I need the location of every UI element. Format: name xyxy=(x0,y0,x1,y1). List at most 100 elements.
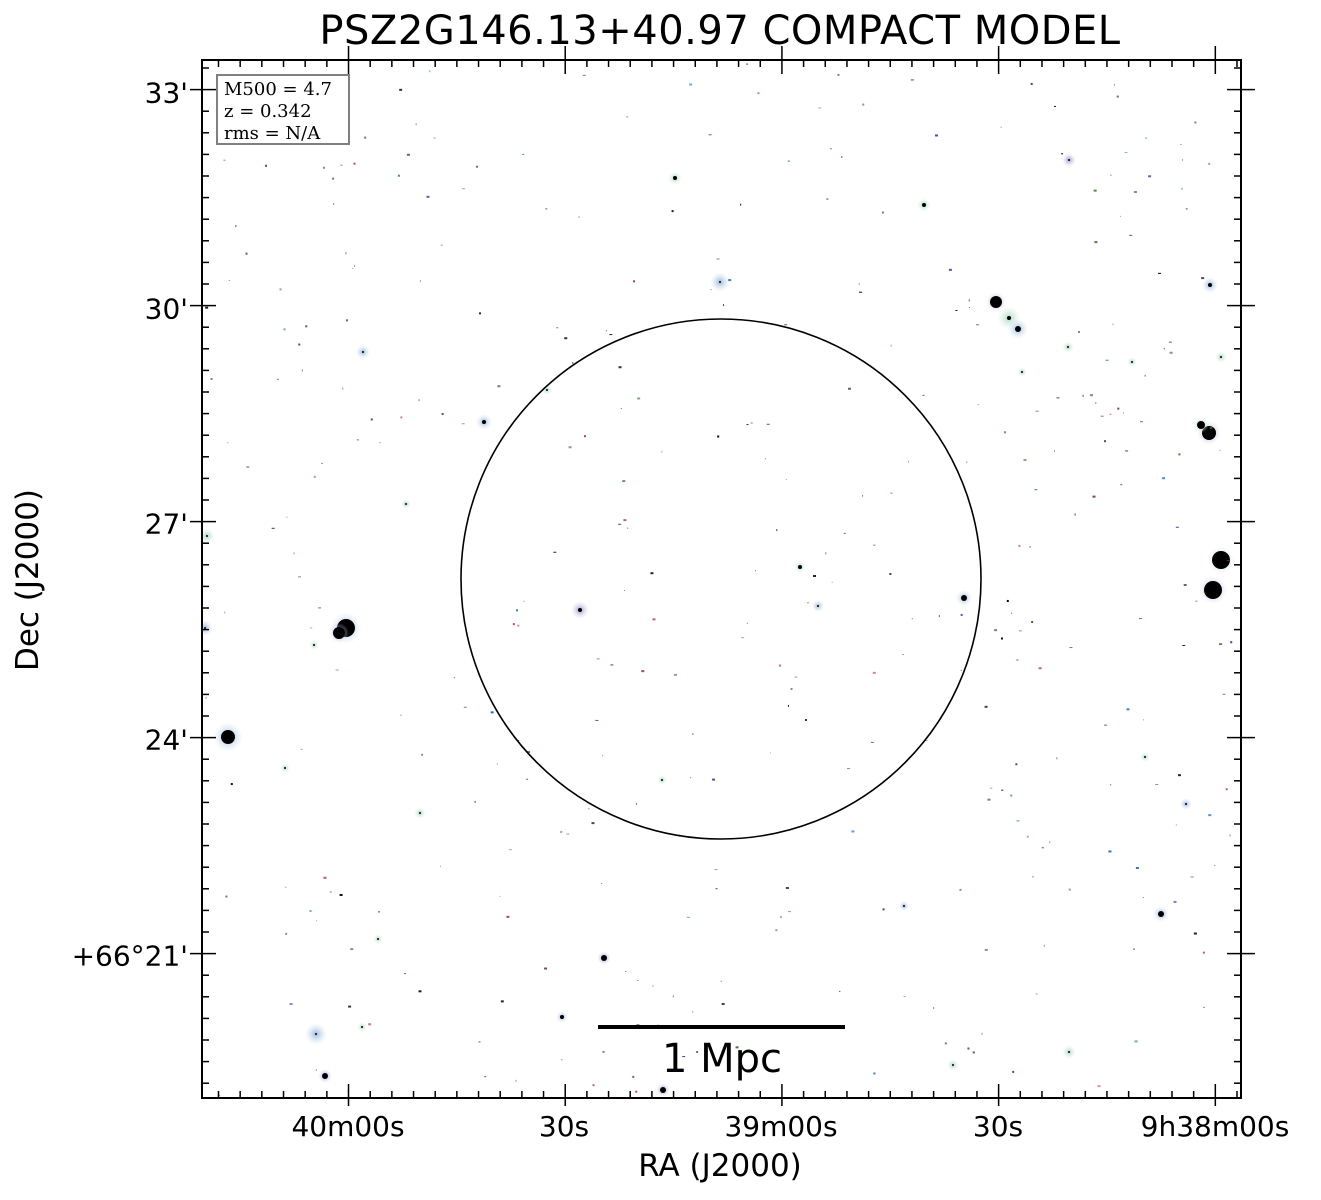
noise-speck xyxy=(1122,412,1124,414)
noise-speck xyxy=(1016,659,1019,662)
noise-speck xyxy=(1195,600,1198,602)
noise-speck xyxy=(740,203,742,206)
noise-speck xyxy=(908,460,910,463)
noise-speck xyxy=(934,134,938,137)
source-core xyxy=(313,644,315,646)
noise-speck xyxy=(959,888,962,891)
noise-speck xyxy=(1201,277,1205,280)
noise-speck xyxy=(345,252,347,255)
noise-speck xyxy=(754,570,756,572)
noise-speck xyxy=(453,677,455,679)
source-core xyxy=(333,627,345,639)
source-core xyxy=(1197,421,1205,429)
noise-speck xyxy=(1225,788,1228,791)
noise-speck xyxy=(787,704,789,707)
noise-speck xyxy=(1034,489,1038,491)
noise-speck xyxy=(984,949,988,951)
noise-speck xyxy=(843,532,846,534)
noise-speck xyxy=(1026,835,1029,838)
noise-speck xyxy=(354,264,356,267)
noise-speck xyxy=(298,343,301,346)
noise-speck xyxy=(400,714,402,716)
noise-speck xyxy=(583,435,586,438)
noise-speck xyxy=(955,309,958,311)
source-core xyxy=(660,1087,666,1093)
noise-speck xyxy=(205,696,207,699)
noise-speck xyxy=(788,911,792,913)
noise-speck xyxy=(478,1041,481,1043)
noise-speck xyxy=(938,615,940,618)
noise-speck xyxy=(348,1005,352,1008)
noise-speck xyxy=(968,307,970,309)
noise-speck xyxy=(1162,477,1166,480)
noise-speck xyxy=(561,1059,563,1061)
noise-speck xyxy=(1031,621,1034,624)
noise-speck xyxy=(1000,637,1003,640)
noise-speck xyxy=(1129,234,1133,236)
noise-speck xyxy=(1110,174,1112,176)
source-core xyxy=(377,938,379,940)
noise-speck xyxy=(741,637,745,639)
noise-speck xyxy=(851,830,855,833)
y-tick-label: 33' xyxy=(144,76,188,110)
noise-speck xyxy=(544,967,548,970)
noise-layer xyxy=(205,63,1233,1096)
noise-speck xyxy=(705,1050,708,1052)
noise-speck xyxy=(1056,397,1060,399)
y-tick-label: 30' xyxy=(144,292,188,326)
noise-speck xyxy=(564,337,568,340)
noise-speck xyxy=(1202,1006,1205,1008)
source-core xyxy=(1021,371,1023,373)
noise-speck xyxy=(1219,643,1223,645)
noise-speck xyxy=(625,970,627,972)
noise-speck xyxy=(609,334,613,336)
noise-speck xyxy=(785,887,789,890)
noise-speck xyxy=(246,466,250,468)
source-core xyxy=(1068,1051,1070,1053)
noise-speck xyxy=(627,527,629,529)
noise-speck xyxy=(205,306,209,309)
noise-speck xyxy=(353,162,356,165)
noise-speck xyxy=(497,385,501,388)
noise-speck xyxy=(1100,415,1104,417)
noise-speck xyxy=(1139,421,1143,423)
noise-speck xyxy=(1155,784,1159,786)
noise-speck xyxy=(624,590,626,592)
noise-speck xyxy=(526,778,529,780)
info-box: M500 = 4.7 z = 0.342 rms = N/A xyxy=(216,74,350,145)
noise-speck xyxy=(588,808,590,810)
noise-speck xyxy=(1229,834,1231,837)
noise-speck xyxy=(779,664,782,667)
source-core xyxy=(1208,283,1212,287)
noise-speck xyxy=(210,378,213,380)
noise-speck xyxy=(873,1072,876,1075)
noise-speck xyxy=(1223,553,1227,556)
noise-speck xyxy=(1018,544,1021,547)
source-core xyxy=(1158,911,1164,917)
noise-speck xyxy=(637,397,641,400)
noise-speck xyxy=(1104,440,1107,443)
noise-speck xyxy=(1018,630,1022,632)
noise-speck xyxy=(717,435,720,438)
noise-speck xyxy=(633,280,636,283)
noise-speck xyxy=(890,492,893,494)
noise-speck xyxy=(976,324,980,326)
noise-speck xyxy=(1133,948,1136,950)
noise-speck xyxy=(333,203,335,206)
noise-speck xyxy=(462,188,466,190)
noise-speck xyxy=(780,916,782,919)
noise-speck xyxy=(1112,323,1114,325)
noise-speck xyxy=(722,304,724,307)
noise-speck xyxy=(475,165,478,168)
noise-speck xyxy=(1012,1070,1015,1073)
noise-speck xyxy=(1023,458,1027,461)
noise-speck xyxy=(710,289,712,291)
noise-speck xyxy=(829,148,832,150)
noise-speck xyxy=(500,1000,504,1003)
noise-speck xyxy=(439,865,441,867)
noise-speck xyxy=(499,895,501,897)
noise-speck xyxy=(285,886,287,888)
source-core xyxy=(546,389,548,391)
source-core xyxy=(673,176,677,180)
noise-speck xyxy=(652,618,656,621)
